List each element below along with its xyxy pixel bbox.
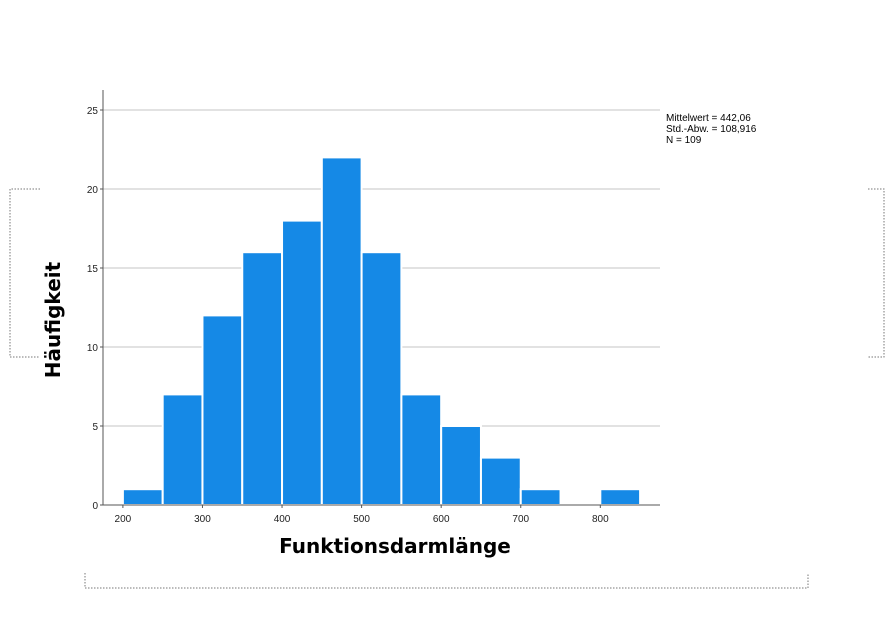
y-tick-label-10: 10 xyxy=(87,343,99,354)
y-tick-label-0: 0 xyxy=(92,501,98,512)
stats-mean: Mittelwert = 442,06 xyxy=(666,113,751,124)
bar-800-850 xyxy=(599,488,642,507)
x-tick-label-200: 200 xyxy=(115,514,132,525)
x-tick-label-400: 400 xyxy=(274,514,291,525)
axes xyxy=(100,90,660,508)
left-selection-bracket xyxy=(9,188,40,358)
y-tick-label-20: 20 xyxy=(87,185,99,196)
bar-250-300 xyxy=(161,393,204,506)
stats-std-dev: Std.-Abw. = 108,916 xyxy=(666,124,757,135)
y-tick-label-25: 25 xyxy=(87,106,99,117)
x-tick-label-800: 800 xyxy=(592,514,609,525)
bar-700-750 xyxy=(519,488,562,507)
y-tick-label-15: 15 xyxy=(87,264,99,275)
bar-450-500 xyxy=(320,156,363,506)
x-tick-label-300: 300 xyxy=(194,514,211,525)
bar-200-250 xyxy=(121,488,164,507)
bar-300-350 xyxy=(201,314,244,506)
x-tick-label-500: 500 xyxy=(353,514,370,525)
bar-350-400 xyxy=(241,251,284,506)
y-tick-label-5: 5 xyxy=(92,422,98,433)
bar-600-650 xyxy=(440,425,482,506)
bar-400-450 xyxy=(281,219,323,506)
y-tick-labels: 0 5 10 15 20 25 xyxy=(87,106,99,512)
x-tick-labels: 200 300 400 500 600 700 800 xyxy=(115,514,610,525)
x-tick-label-600: 600 xyxy=(433,514,450,525)
bar-650-700 xyxy=(479,456,522,507)
x-axis-title: Funktionsdarmlänge xyxy=(279,534,511,558)
stats-n: N = 109 xyxy=(666,135,702,146)
y-axis-title: Häufigkeit xyxy=(41,261,65,378)
bottom-selection-bracket xyxy=(84,573,809,589)
x-tick-label-700: 700 xyxy=(512,514,529,525)
bars xyxy=(121,156,642,507)
bar-500-550 xyxy=(360,251,403,506)
right-selection-bracket xyxy=(868,188,885,358)
bar-550-600 xyxy=(400,393,443,506)
